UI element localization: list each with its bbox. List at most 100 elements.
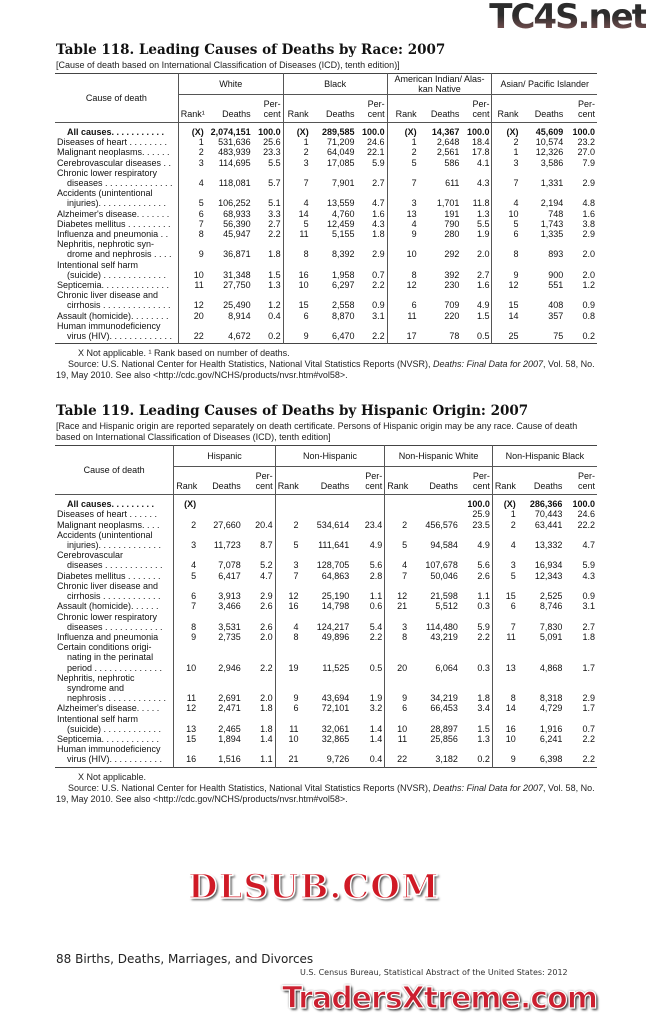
table-cell: 5 [386,157,419,168]
table-cell: 4.3 [476,178,490,189]
table-cell: 28,897 [430,723,458,734]
table-cell: 56,390 [223,218,251,229]
table-cell: 1 [386,137,419,148]
table-cell: 9 [386,229,419,240]
row-label-line: Cerebrovascular [57,550,124,561]
table-cell: 8 [274,631,301,643]
row-label-line: Chronic liver disease and [57,580,159,591]
table-cell: 3 [386,188,419,209]
table-cell: 790 [444,218,460,229]
table-cell: 21 [384,601,410,612]
table-cell: 2,691 [218,693,241,704]
table-cell: 71,209 [326,137,355,148]
table-cell: 4.9 [369,540,383,551]
table-cell: 4,672 [228,331,251,342]
row-label-line: Accidents (unintentional [57,529,153,540]
table-row: Certain conditions origi-nating in the p… [55,642,597,673]
table-cell: 11 [282,229,311,240]
table-cell: 11 [194,280,204,291]
row-label-line: Malignant neoplasms. . . . [57,519,160,530]
row-label-line: Malignant neoplasms. . . . . . [57,147,170,158]
table-cell: 4 [191,560,197,571]
table-cell: 748 [548,208,564,219]
table-cell: 24.6 [367,137,385,148]
table-cell [409,509,460,519]
row-label-line: Intentional self harm [57,259,139,270]
table-cell: 2,561 [436,147,460,158]
table-cell: 7 [274,570,301,581]
table-cell: 66,453 [430,703,458,714]
table-cell: 5.1 [268,198,281,209]
table-cell: 1.8 [582,631,595,642]
row-label-line: All causes. . . . . . . . . [67,499,155,510]
table-row: Nephritis, nephrotic syn-drome and nephr… [55,239,597,260]
table-cell: 0.9 [372,300,385,311]
table-cell: 5 [491,570,518,581]
table-119-section: Table 119. Leading Causes of Deaths by H… [55,403,600,804]
table-cell: 6,297 [331,280,355,291]
table-cell: 0.5 [369,662,383,673]
table-cell: 2,525 [539,591,563,602]
table-cell: 94,584 [430,540,458,551]
table-cell: 9 [282,320,311,344]
table-cell: 12 [386,280,419,291]
table-cell: 9 [191,631,197,642]
table-cell: 2,648 [436,137,460,148]
table-cell: 128,705 [316,560,350,571]
table-cell: 7,830 [539,621,563,632]
table-cell: 100.0 [362,127,385,137]
row-label: Chronic lower respiratory diseases . . . … [55,611,175,632]
table-cell: 43,694 [321,693,350,704]
row-label-line: injuries). . . . . . . . . . . . . [67,540,162,551]
table-cell: 8.7 [260,540,273,551]
table-cell: 15 [491,290,521,311]
table-cell: 1.4 [260,733,273,744]
table-cell: 7 [384,570,410,581]
row-label-line: Intentional self harm [57,713,139,724]
table-cell: 1 [198,137,204,148]
table-cell: 0.2 [582,331,595,342]
table-cell: 15 [491,580,518,602]
table-cell: 11 [274,713,301,734]
row-label-line: drome and nephrosis . . . . [67,249,172,260]
table-cell: 1,743 [540,218,564,229]
table-cell: 124,217 [316,621,350,632]
table-cell: (X) [491,494,518,510]
source-note: Source: U.S. National Center for Health … [56,359,600,381]
table-cell: 4.9 [477,540,490,551]
row-label-line: Septicemia. . . . . . . . . . . . [57,733,160,744]
table-cell: 2,465 [218,723,241,734]
table-row: Septicemia. . . . . . . . . . . . 15 1,894… [55,733,597,745]
table-cell: 106,252 [218,198,251,209]
table-cell: 1.2 [268,300,281,311]
table-cell [198,495,243,510]
table-cell: 220 [444,310,460,321]
stub-header: Cause of death [55,73,179,123]
table-cell: 392 [444,269,460,280]
table-cell: 5.2 [260,560,273,571]
table-cell: 1.3 [476,208,490,219]
column-header: Per-cent [564,466,597,496]
table-cell: 9 [384,672,410,704]
row-label-line: virus (HIV). . . . . . . . . . . . . [67,331,173,342]
table-cell: 900 [548,269,564,280]
column-header: Rank [491,94,521,123]
table-cell: 70,443 [534,509,563,520]
table-cell: 4 [491,529,518,551]
group-header: White [178,73,284,95]
column-header: Per-cent [351,466,385,496]
table-row: Nephritis, nephrotic syndrome and nephrosi… [55,672,597,704]
row-label-line: nating in the perinatal [67,652,154,663]
table-cell: 6 [198,208,204,219]
row-label: Diseases of heart . . . . . . [55,509,175,520]
table-cell: 1.9 [369,693,383,704]
table-cell: 4.9 [476,300,490,311]
table-cell: 0.6 [369,601,383,612]
page-footer-section: 88 Births, Deaths, Marriages, and Divorc… [56,952,314,966]
row-label-line: Nephritis, nephrotic [57,672,135,683]
table-cell: 893 [548,249,564,260]
table-cell: 31,348 [223,269,251,280]
table-cell: 5.4 [369,621,383,632]
table-cell: 14,367 [431,127,460,137]
row-label-line: Influenza and pneumonia [57,631,159,642]
